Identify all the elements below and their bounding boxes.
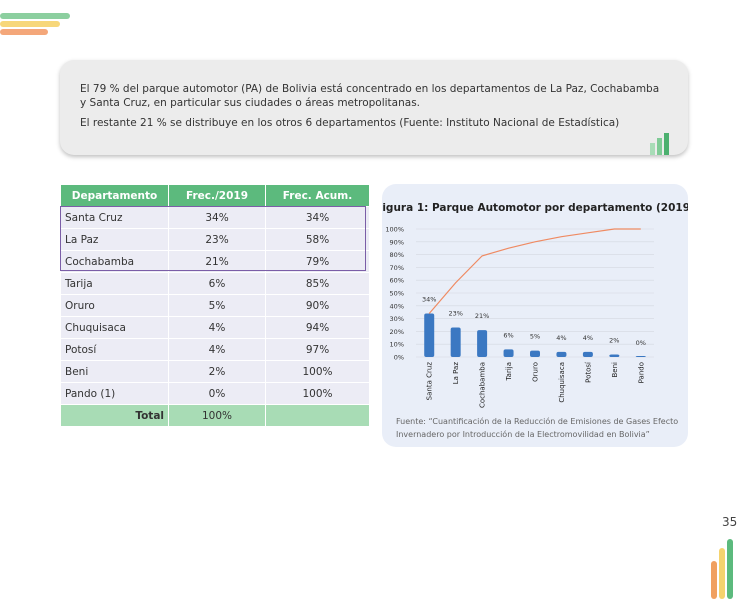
header-cell: Frec./2019: [168, 184, 266, 207]
line: [428, 228, 641, 314]
decor: [711, 561, 717, 599]
x-tick-label: Pando: [637, 362, 645, 383]
x-tick-label: La Paz: [452, 362, 460, 385]
x-tick-label: Beni: [611, 362, 619, 378]
table-cell: 85%: [265, 272, 370, 295]
bar: [530, 350, 540, 357]
table-cell: 4%: [168, 338, 266, 361]
data-label: 34%: [422, 295, 436, 303]
data-label: 0%: [636, 339, 646, 347]
x-tick-label: Tarija: [505, 362, 513, 381]
chart-panel: Figura 1: Parque Automotor por departame…: [375, 184, 695, 447]
table-cell: 34%: [168, 206, 266, 229]
header-row: Departamento Frec./2019 Frec. Acum.: [60, 184, 370, 207]
y-tick-label: 20%: [390, 328, 404, 336]
data-label: 5%: [530, 333, 540, 341]
chart-note: Fuente: “Cuantificación de la Reducción …: [396, 417, 679, 439]
table-cell: 34%: [265, 206, 370, 229]
table: Departamento Frec./2019 Frec. Acum. Santa C…: [60, 184, 370, 427]
data-label: 4%: [583, 334, 593, 342]
icon: [650, 133, 669, 155]
page-number: 35: [722, 515, 738, 529]
bar: [477, 330, 488, 357]
table-cell: La Paz: [60, 228, 169, 251]
table-cell: Pando (1): [60, 382, 169, 405]
x-tick-label: Cochabamba: [479, 362, 487, 408]
table-cell: 5%: [168, 294, 266, 317]
bar: [609, 354, 620, 357]
data-label: 21%: [475, 312, 489, 320]
x-tick-label: Chuquisaca: [558, 362, 566, 403]
table-row: Pando (1) 0% 100%: [60, 382, 370, 405]
bar: [450, 327, 461, 357]
table-cell: 2%: [168, 360, 266, 383]
y-tick-label: 90%: [390, 238, 404, 246]
total-row: Total 100%: [60, 404, 370, 427]
text-box: El 79 % del parque automotor (PA) de Bol…: [60, 60, 688, 155]
table-cell: Tarija: [60, 272, 169, 295]
bar: [424, 313, 435, 357]
table-row: Potosí 4% 97%: [60, 338, 370, 361]
y-tick-label: 10%: [390, 341, 404, 349]
paragraph: El 79 % del parque automotor (PA) de Bol…: [80, 83, 660, 109]
paragraph: El restante 21 % se distribuye en los ot…: [80, 117, 620, 129]
data-label: 6%: [503, 331, 513, 339]
table-row: Santa Cruz 34% 34%: [60, 206, 370, 229]
table-cell: 0%: [168, 382, 266, 405]
data-label: 4%: [556, 334, 566, 342]
decor: [727, 539, 733, 599]
y-tick-label: 60%: [390, 277, 404, 285]
table-cell: Oruro: [60, 294, 169, 317]
table-cell: 6%: [168, 272, 266, 295]
decor: [0, 13, 70, 19]
table-cell: Chuquisaca: [60, 316, 169, 339]
table-cell: 4%: [168, 316, 266, 339]
bar: [503, 349, 514, 357]
table-row: Chuquisaca 4% 94%: [60, 316, 370, 339]
total-value: 100%: [168, 404, 266, 427]
y-tick-label: 40%: [390, 302, 404, 310]
table-cell: Cochabamba: [60, 250, 169, 273]
data-label: 2%: [609, 336, 619, 344]
table-cell: 97%: [265, 338, 370, 361]
data-label: 23%: [448, 310, 462, 318]
chart: Figura 1: Parque Automotor por departame…: [375, 202, 695, 408]
x-tick-label: Oruro: [532, 362, 540, 382]
table-row: Oruro 5% 90%: [60, 294, 370, 317]
table-cell: Beni: [60, 360, 169, 383]
bar: [635, 356, 646, 357]
table-cell: Potosí: [60, 338, 169, 361]
table-row: Tarija 6% 85%: [60, 272, 370, 295]
total-cell: [265, 404, 370, 427]
x-tick-label: Potosí: [584, 361, 592, 383]
y-tick-label: 30%: [390, 315, 404, 323]
y-tick-label: 70%: [390, 264, 404, 272]
table-row: Beni 2% 100%: [60, 360, 370, 383]
bar: [582, 351, 593, 357]
table-cell: 21%: [168, 250, 266, 273]
table-cell: 90%: [265, 294, 370, 317]
highlight: [60, 206, 366, 271]
total-label: Total: [60, 404, 169, 427]
decor: [0, 29, 48, 35]
table-cell: 100%: [265, 382, 370, 405]
table-cell: 100%: [265, 360, 370, 383]
table-cell: 94%: [265, 316, 370, 339]
chart-title: Figura 1: Parque Automotor por departame…: [382, 202, 688, 214]
y-tick-label: 0%: [394, 354, 404, 362]
table-cell: 58%: [265, 228, 370, 251]
y-tick-label: 80%: [390, 251, 404, 259]
header-cell: Frec. Acum.: [265, 184, 370, 207]
y-tick-label: 100%: [385, 226, 404, 234]
bar: [556, 351, 567, 357]
table-row: Cochabamba 21% 79%: [60, 250, 370, 273]
x-tick-label: Santa Cruz: [426, 362, 434, 401]
y-tick-label: 50%: [390, 290, 404, 298]
decor: [719, 548, 725, 599]
header-cell: Departamento: [60, 184, 169, 207]
decor: [0, 21, 60, 27]
